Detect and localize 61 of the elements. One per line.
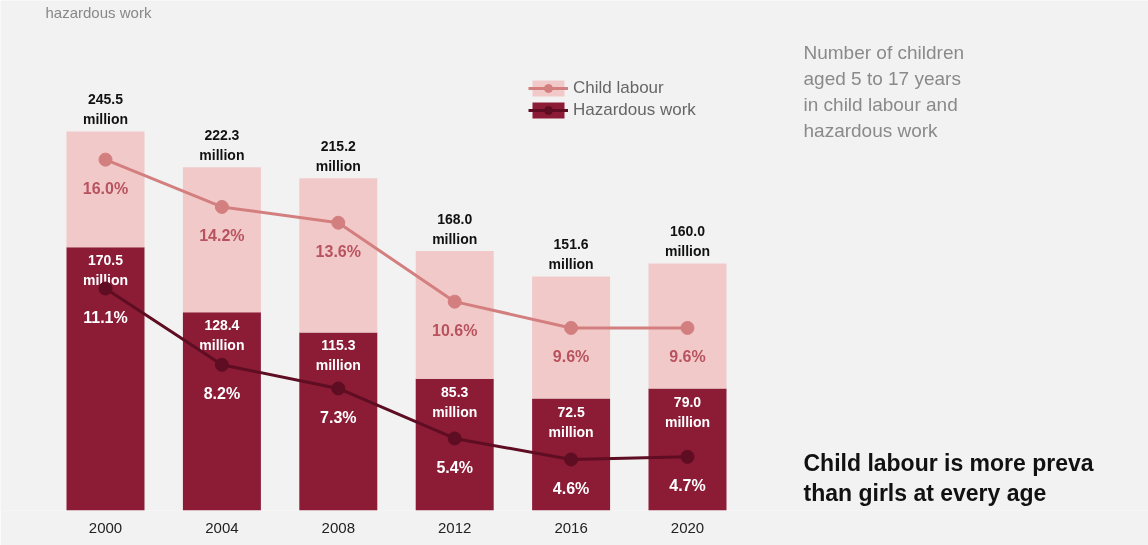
data-label: 9.6%	[669, 348, 706, 366]
bar	[415, 251, 494, 379]
data-label: 5.4%	[436, 458, 473, 476]
bar	[648, 388, 727, 511]
bar	[532, 276, 611, 399]
point	[564, 452, 579, 467]
data-label: 13.6%	[315, 243, 361, 261]
point	[447, 431, 462, 446]
data-label: 10.6%	[432, 322, 478, 340]
data-label: 16.0%	[82, 180, 129, 198]
bar	[415, 378, 494, 511]
total-label: 245.5 million	[82, 91, 129, 128]
bar	[182, 312, 261, 511]
total-label: 222.3 million	[199, 127, 245, 164]
x-tick-label: 2020	[670, 518, 705, 536]
point	[680, 320, 695, 335]
data-label: 85.3 million	[432, 383, 478, 420]
data-label: 115.3 million	[315, 337, 361, 374]
point	[214, 199, 229, 214]
text: aged 5 to 17 years	[803, 68, 961, 89]
data-label: 72.5 million	[548, 403, 594, 440]
text: in child labour and	[803, 94, 958, 115]
bar	[648, 263, 727, 389]
legend-label: Child labour	[573, 78, 664, 98]
text: Child labour is more preva	[803, 449, 1094, 476]
data-label: 7.3%	[320, 408, 357, 426]
text: than girls at every age	[803, 479, 1047, 506]
bar	[182, 167, 261, 313]
point	[331, 215, 346, 230]
x-tick-label: 2016	[554, 518, 588, 536]
point	[214, 357, 229, 372]
total-label: 160.0 million	[664, 223, 711, 260]
data-label: 79.0 million	[664, 393, 711, 430]
bar	[299, 178, 378, 333]
data-label: 8.2%	[203, 385, 241, 403]
x-tick-label: 2012	[438, 518, 472, 536]
bar	[532, 398, 611, 511]
point	[564, 320, 579, 335]
text: Number of children	[803, 42, 965, 63]
point	[331, 381, 346, 396]
text: hazardous work	[803, 120, 939, 141]
data-label: 4.6%	[552, 479, 590, 497]
x-tick-label: 2000	[88, 518, 123, 536]
data-label: 9.6%	[552, 348, 590, 366]
point	[680, 449, 695, 464]
bar	[66, 247, 145, 511]
point	[98, 152, 113, 167]
annotation: hazardous work	[45, 4, 152, 21]
x-tick-label: 2004	[205, 518, 239, 536]
data-label: 11.1%	[83, 309, 128, 327]
data-label: 4.7%	[669, 477, 706, 495]
bar	[299, 332, 378, 511]
x-tick-label: 2008	[321, 518, 355, 536]
point	[447, 294, 462, 309]
total-label: 215.2 million	[315, 138, 361, 175]
bar	[66, 131, 145, 248]
data-label: 14.2%	[199, 227, 245, 245]
legend-label: Hazardous work	[573, 100, 696, 120]
data-label: 128.4 million	[199, 317, 245, 354]
total-label: 168.0 million	[432, 211, 478, 248]
total-label: 151.6 million	[548, 236, 594, 273]
